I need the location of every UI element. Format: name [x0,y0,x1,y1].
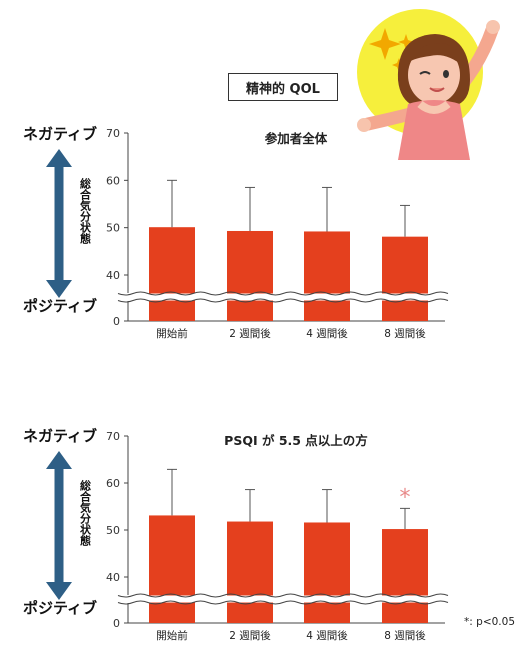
y-tick-label: 60 [106,477,120,490]
arrow-up-icon [46,451,72,469]
negative-label: ネガティブ [23,125,97,143]
y-tick-label: 40 [106,269,120,282]
axis-break-band [118,595,449,603]
bar [304,231,350,321]
significance-star: * [400,485,411,510]
y-tick-label: 0 [113,315,120,328]
bar [304,522,350,623]
y-tick-label: 60 [106,174,120,187]
y-tick-label: 50 [106,524,120,537]
arrow-down-icon [46,280,72,298]
footnote: *: p<0.05 [464,616,515,628]
category-label: 4 週間後 [306,327,348,340]
qol-badge: 精神的 QOL [228,73,338,101]
category-label: 開始前 [156,327,188,340]
y-tick-label: 70 [106,430,120,443]
y-tick-label: 50 [106,222,120,235]
bar [227,521,273,623]
axis-break-band [118,293,449,301]
bar [149,227,195,321]
arrow-down-icon [46,582,72,600]
positive-label: ポジティブ [23,599,97,617]
bar [382,236,428,321]
arrow-up-icon [46,149,72,167]
y-tick-label: 40 [106,571,120,584]
chart-title: 参加者全体 [265,131,328,146]
category-label: 8 週間後 [384,629,426,642]
bar [149,515,195,623]
axis-break-line [117,298,449,303]
category-label: 2 週間後 [229,629,271,642]
chart-title: PSQI が 5.5 点以上の方 [224,433,368,448]
bar [382,529,428,623]
category-label: 4 週間後 [306,629,348,642]
ylabel: 総合気分状態 [79,177,92,244]
axis-break-line [117,600,449,605]
category-label: 開始前 [156,629,188,642]
y-tick-label: 70 [106,127,120,140]
positive-label: ポジティブ [23,297,97,315]
ylabel: 総合気分状態 [79,479,92,546]
category-label: 2 週間後 [229,327,271,340]
negative-label: ネガティブ [23,427,97,445]
category-label: 8 週間後 [384,327,426,340]
bar [227,230,273,321]
axis-break-line [117,291,449,296]
axis-break-line [117,593,449,598]
y-tick-label: 0 [113,617,120,630]
